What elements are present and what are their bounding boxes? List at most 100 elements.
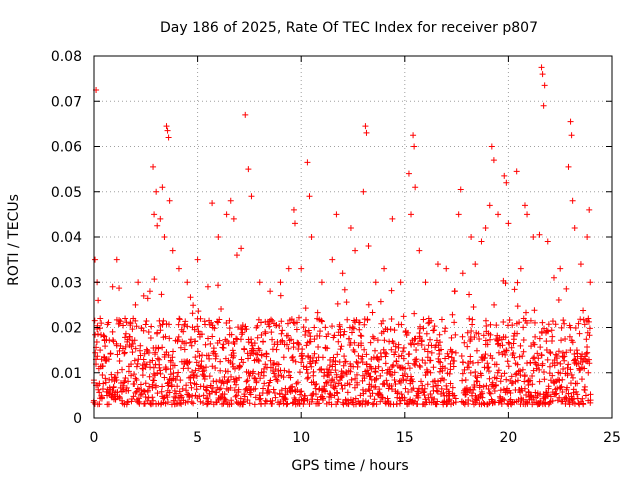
- y-tick-label: 0.01: [51, 366, 82, 382]
- data-point: [168, 381, 175, 388]
- data-point: [446, 396, 453, 403]
- data-point: [244, 396, 251, 403]
- data-point: [133, 376, 140, 383]
- data-point: [519, 366, 526, 373]
- data-points: [90, 64, 594, 408]
- data-point: [235, 324, 242, 331]
- data-point: [188, 336, 195, 343]
- data-point: [406, 351, 413, 358]
- data-point: [458, 352, 465, 359]
- data-point: [319, 354, 326, 361]
- data-point: [114, 369, 121, 376]
- data-point: [272, 394, 279, 401]
- data-point: [517, 342, 524, 349]
- data-point: [93, 338, 100, 345]
- data-point: [130, 393, 137, 400]
- data-point: [388, 346, 395, 353]
- data-point: [543, 346, 550, 353]
- data-point: [292, 358, 299, 365]
- data-point: [478, 372, 485, 379]
- data-point: [540, 368, 547, 375]
- data-point: [396, 400, 403, 407]
- data-point: [252, 385, 259, 392]
- data-point: [435, 358, 442, 365]
- data-point: [278, 318, 285, 325]
- data-point: [471, 334, 478, 341]
- data-point: [216, 337, 223, 344]
- data-point: [184, 279, 191, 286]
- data-point: [383, 377, 390, 384]
- data-point: [507, 390, 514, 397]
- data-point: [346, 381, 353, 388]
- data-point: [424, 354, 431, 361]
- data-point: [369, 390, 376, 397]
- data-point: [334, 398, 341, 405]
- data-point: [208, 388, 215, 395]
- data-point: [262, 361, 269, 368]
- data-point: [145, 329, 152, 336]
- data-point: [120, 379, 127, 386]
- data-point: [119, 382, 126, 389]
- data-point: [285, 345, 292, 352]
- data-point: [170, 348, 177, 355]
- data-point: [133, 363, 140, 370]
- data-point: [402, 385, 409, 392]
- data-point: [572, 324, 579, 331]
- data-point: [354, 360, 361, 367]
- data-point: [480, 399, 487, 406]
- data-point: [256, 279, 263, 286]
- data-point: [567, 118, 574, 125]
- data-point: [467, 353, 474, 360]
- data-point: [365, 399, 372, 406]
- data-point: [366, 387, 373, 394]
- data-point: [267, 357, 274, 364]
- data-point: [482, 317, 489, 324]
- data-point: [137, 381, 144, 388]
- data-point: [532, 333, 539, 340]
- data-point: [431, 395, 438, 402]
- data-point: [212, 355, 219, 362]
- data-point: [355, 352, 362, 359]
- data-point: [329, 323, 336, 330]
- data-point: [524, 319, 531, 326]
- data-point: [116, 285, 123, 292]
- data-point: [224, 368, 231, 375]
- data-point: [105, 389, 112, 396]
- data-point: [433, 337, 440, 344]
- data-point: [254, 322, 261, 329]
- data-point: [271, 360, 278, 367]
- data-point: [159, 383, 166, 390]
- data-point: [511, 354, 518, 361]
- data-point: [440, 376, 447, 383]
- data-point: [430, 364, 437, 371]
- data-point: [343, 371, 350, 378]
- data-point: [128, 395, 135, 402]
- data-point: [345, 335, 352, 342]
- data-point: [156, 356, 163, 363]
- data-point: [438, 316, 445, 323]
- data-point: [276, 322, 283, 329]
- data-point: [375, 391, 382, 398]
- data-point: [353, 371, 360, 378]
- data-point: [539, 319, 546, 326]
- data-point: [482, 224, 489, 231]
- data-point: [555, 348, 562, 355]
- data-point: [322, 388, 329, 395]
- y-tick-label: 0: [73, 411, 82, 427]
- data-point: [388, 316, 395, 323]
- data-point: [119, 366, 126, 373]
- data-point: [197, 315, 204, 322]
- data-point: [375, 356, 382, 363]
- data-point: [165, 382, 172, 389]
- data-point: [505, 220, 512, 227]
- data-point: [311, 381, 318, 388]
- data-point: [306, 193, 313, 200]
- data-point: [569, 339, 576, 346]
- data-point: [520, 324, 527, 331]
- data-point: [267, 288, 274, 295]
- data-point: [322, 324, 329, 331]
- data-point: [281, 367, 288, 374]
- data-point: [499, 342, 506, 349]
- data-point: [125, 378, 132, 385]
- data-point: [451, 288, 458, 295]
